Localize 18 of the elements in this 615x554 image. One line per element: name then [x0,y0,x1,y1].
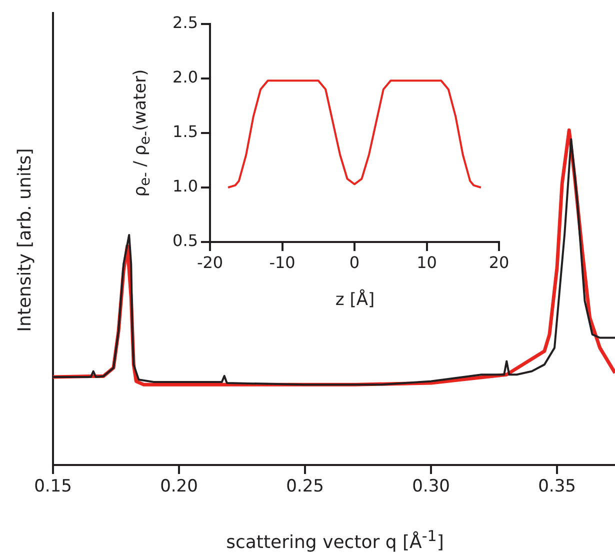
x-tick-label: -10 [269,252,296,272]
x-axis-title: z [Å] [335,290,375,310]
x-tick-label: 0.25 [286,476,324,497]
x-tick-label: 20 [488,252,510,272]
x-tick-label: 0 [349,252,360,272]
y-tick-label: 1.5 [172,122,198,142]
x-tick-label: 0.35 [538,476,576,497]
y-tick-label: 2.0 [172,68,198,87]
x-tick-label: 0.30 [412,476,450,497]
y-tick-label: 0.5 [172,231,198,250]
y-tick-label: 1.0 [172,176,198,196]
x-tick-label: -20 [196,252,224,272]
x-axis-title: scattering vector q [Å$^{-1}$] [226,527,444,553]
y-tick-label: 2.5 [172,13,198,32]
x-tick-label: 0.15 [34,476,72,497]
x-tick-label: 0.20 [160,476,198,497]
x-tick-label: 10 [416,252,437,272]
y-axis-title: Intensity [arb. units] [14,148,36,332]
